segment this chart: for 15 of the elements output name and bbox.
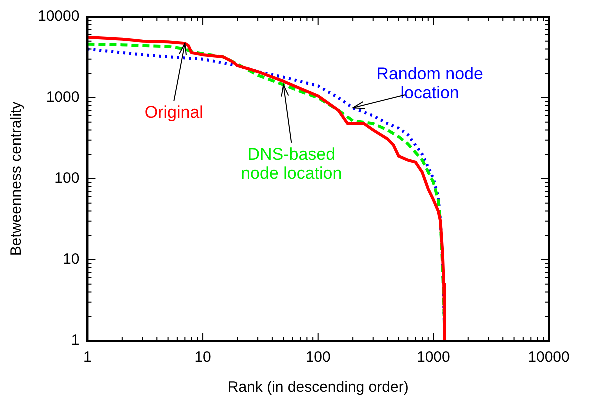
text: Original — [144, 103, 204, 122]
y-axis-title: Betweenness centrality — [8, 101, 26, 256]
y-tick-label: 1000 — [46, 89, 80, 106]
x-tick-label: 1000 — [416, 349, 450, 366]
x-tick-label: 10000 — [528, 349, 570, 366]
series-label: DNS-based node location — [241, 145, 342, 184]
y-tick-label: 10 — [63, 251, 80, 268]
y-tick-label: 1 — [71, 332, 80, 350]
x-axis-title: Rank (in descending order) — [228, 379, 409, 396]
x-tick-label: 1 — [84, 349, 92, 366]
y-tick-label: 100 — [54, 170, 80, 188]
series-label: Random node location — [376, 64, 484, 102]
y-tick-label: 10000 — [38, 8, 80, 26]
x-tick-label: 100 — [306, 349, 331, 366]
x-tick-label: 10 — [194, 349, 212, 366]
